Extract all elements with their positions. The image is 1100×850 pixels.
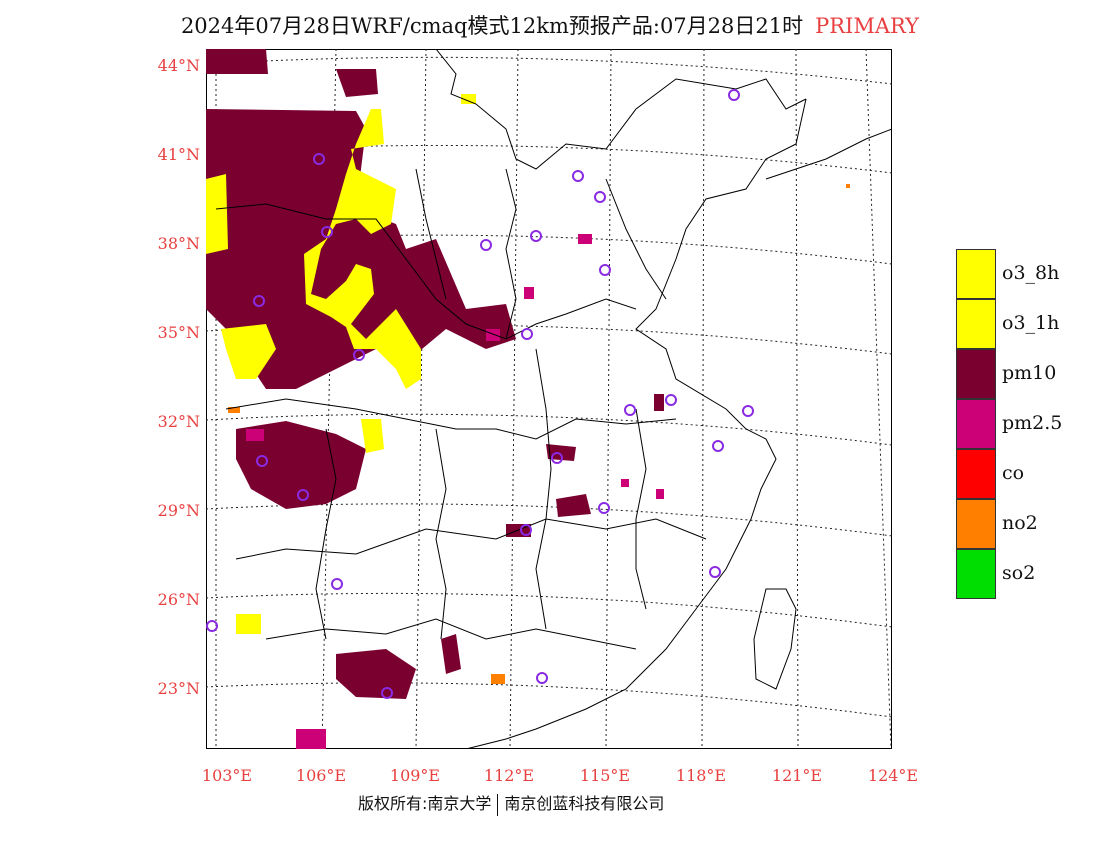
no2-field [228,184,850,684]
copyright-left: 版权所有:南京大学 [358,794,492,813]
legend-label: pm2.5 [1002,412,1063,434]
lon-label-109: 109°E [389,766,441,785]
lat-label-44: 44°N [157,56,200,75]
lon-label-118: 118°E [675,766,727,785]
title-main: 2024年07月28日WRF/cmaq模式12km预报产品:07月28日21时 [180,14,804,38]
lon-label-103: 103°E [201,766,253,785]
legend-swatch [956,349,996,399]
lat-label-41: 41°N [157,145,200,164]
lat-label-35: 35°N [157,323,200,342]
lat-label-23: 23°N [157,679,200,698]
lon-label-106: 106°E [295,766,347,785]
legend-label: so2 [1002,562,1036,584]
copyright-footer: 版权所有:南京大学 南京创蓝科技有限公司 [358,790,664,816]
o3-field [206,94,476,634]
pm25-field [246,234,664,749]
map-panel [206,49,892,749]
lon-label-112: 112°E [483,766,535,785]
pm10-field [206,49,664,699]
footer-divider [497,793,499,816]
legend-swatch [956,449,996,499]
lat-label-32: 32°N [157,412,200,431]
legend-label: co [1002,462,1025,484]
title-primary-tag: PRIMARY [815,14,920,38]
lon-label-121: 121°E [771,766,823,785]
lon-label-124: 124°E [867,766,919,785]
lat-label-29: 29°N [157,501,200,520]
legend-swatch [956,299,996,349]
lon-label-115: 115°E [579,766,631,785]
legend-swatch [956,399,996,449]
station-markers [206,89,754,699]
lat-label-26: 26°N [157,590,200,609]
legend-swatch [956,549,996,599]
legend-label: no2 [1002,512,1038,534]
legend-label: o3_8h [1002,262,1060,284]
legend-label: pm10 [1002,362,1057,384]
boundaries [215,49,892,749]
legend-swatch [956,499,996,549]
copyright-right: 南京创蓝科技有限公司 [504,794,665,813]
legend-label: o3_1h [1002,312,1060,334]
map-title: 2024年07月28日WRF/cmaq模式12km预报产品:07月28日21时 P… [0,10,1100,40]
legend-swatch [956,249,996,299]
lat-label-38: 38°N [157,234,200,253]
